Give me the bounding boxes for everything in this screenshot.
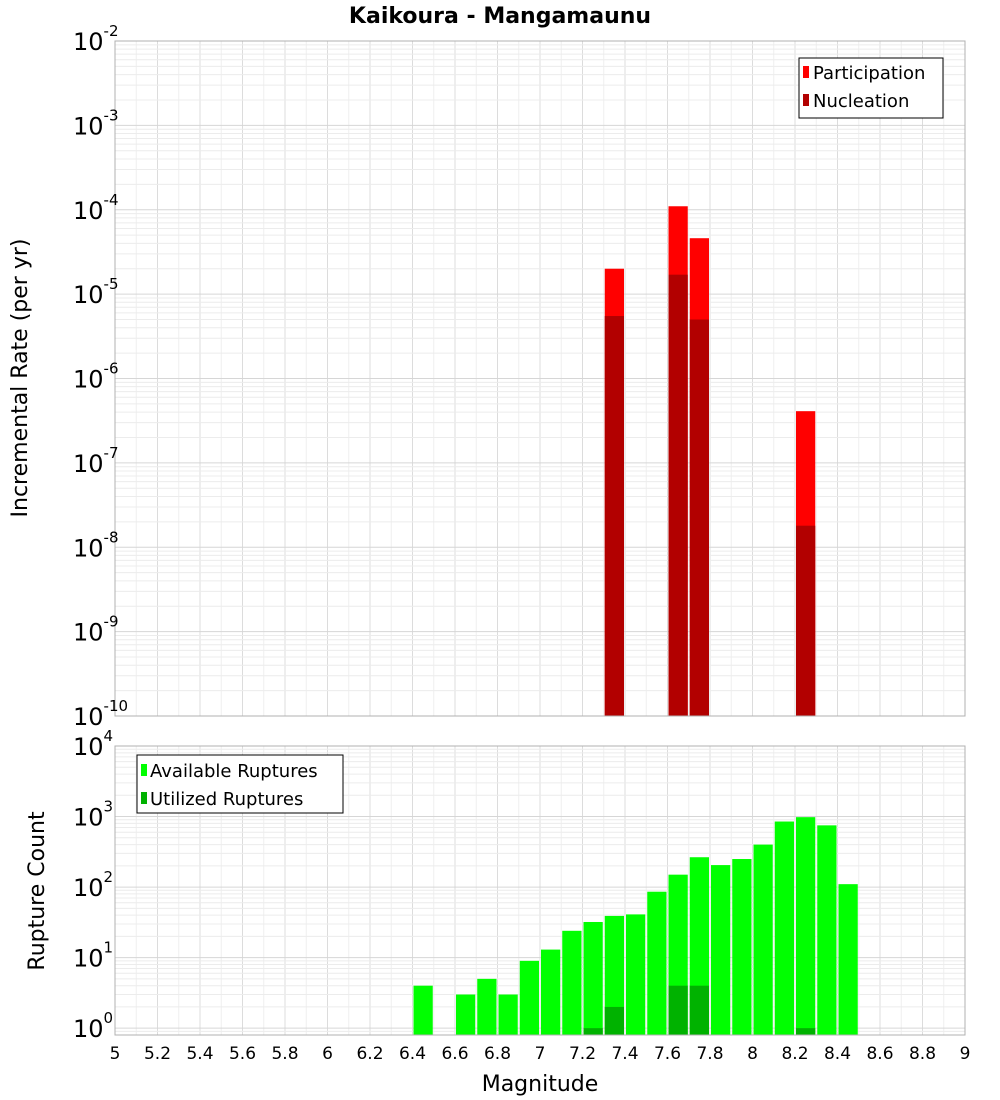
rate-bars — [604, 206, 816, 716]
rate-y-tick-label: 10-3 — [73, 106, 119, 140]
x-tick-label: 7.6 — [654, 1044, 681, 1064]
rate-legend: Participation Nucleation — [798, 57, 944, 119]
x-tick-label: 5 — [110, 1044, 121, 1064]
x-tick-label: 6.2 — [356, 1044, 383, 1064]
available-ruptures-bar — [796, 817, 816, 1035]
participation-legend-label: Participation — [813, 63, 925, 84]
available-ruptures-bar — [711, 865, 731, 1035]
rate-gridlines — [114, 41, 966, 717]
x-tick-label: 5.2 — [144, 1044, 171, 1064]
x-tick-label: 8.2 — [781, 1044, 808, 1064]
count-y-tick-label: 104 — [73, 727, 113, 761]
utilized-legend-label: Utilized Ruptures — [150, 789, 303, 810]
rate-plot-border — [114, 40, 966, 717]
count-legend-box — [136, 754, 344, 814]
x-tick-label: 6.6 — [441, 1044, 468, 1064]
utilized-ruptures-bar — [668, 985, 688, 1035]
rate-y-tick-label: 10-9 — [73, 613, 119, 647]
utilized-legend-swatch — [141, 792, 147, 804]
nucleation-bar — [604, 316, 624, 716]
rate-y-tick-label: 10-2 — [73, 22, 119, 56]
available-ruptures-bar — [498, 994, 518, 1035]
nucleation-bar — [689, 319, 709, 716]
available-ruptures-bar — [413, 985, 433, 1035]
available-legend-swatch — [141, 764, 147, 776]
x-tick-label: 7 — [535, 1044, 546, 1064]
x-tick-label: 5.8 — [271, 1044, 298, 1064]
available-ruptures-bar — [817, 825, 837, 1035]
count-legend: Available Ruptures Utilized Ruptures — [136, 754, 344, 814]
x-tick-label: 8 — [747, 1044, 758, 1064]
x-tick-label: 9 — [960, 1044, 971, 1064]
count-y-tick-label: 102 — [73, 868, 113, 902]
count-plot-border — [114, 745, 966, 1036]
count-y-axis-label: Rupture Count — [25, 811, 50, 971]
available-ruptures-bar — [647, 891, 667, 1035]
available-ruptures-bar — [456, 994, 476, 1035]
available-ruptures-bar — [562, 930, 582, 1035]
rate-y-tick-label: 10-4 — [73, 191, 119, 225]
rate-legend-box — [798, 57, 944, 119]
chart-title: Kaikoura - Mangamaunu — [349, 4, 651, 29]
available-legend-label: Available Ruptures — [150, 761, 318, 782]
available-ruptures-bar — [541, 949, 561, 1035]
available-ruptures-bar — [838, 884, 858, 1035]
utilized-ruptures-bar — [796, 1028, 816, 1035]
rate-y-tick-label: 10-10 — [73, 697, 128, 731]
count-y-tick-label: 103 — [73, 798, 113, 832]
count-panel: 100 101 102 103 104 5 5.2 5.4 5.6 5.8 6 6.2 6.4 6.6 6… — [25, 727, 970, 1097]
participation-legend-swatch — [803, 66, 809, 78]
count-bars — [413, 817, 858, 1035]
rate-y-tick-label: 10-5 — [73, 275, 119, 309]
rate-panel: 10-10 10-9 10-8 10-7 10-6 10-5 10-4 10-3 10-2 In… — [8, 22, 966, 731]
available-ruptures-bar — [732, 859, 752, 1035]
nucleation-bar — [668, 274, 688, 716]
available-ruptures-bar — [626, 914, 646, 1035]
count-y-ticks: 100 101 102 103 104 — [73, 727, 113, 1043]
x-tick-label: 7.8 — [696, 1044, 723, 1064]
rate-y-tick-label: 10-8 — [73, 528, 119, 562]
available-ruptures-bar — [477, 978, 497, 1035]
utilized-ruptures-bar — [604, 1006, 624, 1035]
count-y-tick-label: 101 — [73, 939, 113, 973]
x-tick-label: 8.6 — [866, 1044, 893, 1064]
available-ruptures-bar — [583, 921, 603, 1035]
rate-y-tick-label: 10-7 — [73, 444, 119, 478]
count-y-tick-label: 100 — [73, 1009, 113, 1043]
rate-y-ticks: 10-10 10-9 10-8 10-7 10-6 10-5 10-4 10-3 10-2 — [73, 22, 128, 731]
x-tick-label: 5.6 — [229, 1044, 256, 1064]
nucleation-bar — [796, 525, 816, 716]
rate-y-axis-label: Incremental Rate (per yr) — [8, 239, 33, 518]
magnitude-x-ticks: 5 5.2 5.4 5.6 5.8 6 6.2 6.4 6.6 6.8 7 7.2 7.4 7.6 7.8 8… — [110, 1044, 971, 1064]
x-tick-label: 6.4 — [399, 1044, 426, 1064]
utilized-ruptures-bar — [583, 1028, 603, 1035]
available-ruptures-bar — [604, 915, 624, 1035]
x-tick-label: 8.8 — [909, 1044, 936, 1064]
available-ruptures-bar — [753, 844, 773, 1035]
x-tick-label: 7.2 — [569, 1044, 596, 1064]
x-axis-label: Magnitude — [482, 1072, 599, 1097]
available-ruptures-bar — [774, 821, 794, 1035]
nucleation-legend-swatch — [803, 94, 809, 106]
x-tick-label: 7.4 — [611, 1044, 638, 1064]
nucleation-legend-label: Nucleation — [813, 91, 909, 112]
x-tick-label: 8.4 — [824, 1044, 851, 1064]
x-tick-label: 6.8 — [484, 1044, 511, 1064]
available-ruptures-bar — [519, 960, 539, 1035]
rate-y-tick-label: 10-6 — [73, 360, 119, 394]
x-tick-label: 5.4 — [186, 1044, 213, 1064]
x-tick-label: 6 — [322, 1044, 333, 1064]
utilized-ruptures-bar — [689, 985, 709, 1035]
